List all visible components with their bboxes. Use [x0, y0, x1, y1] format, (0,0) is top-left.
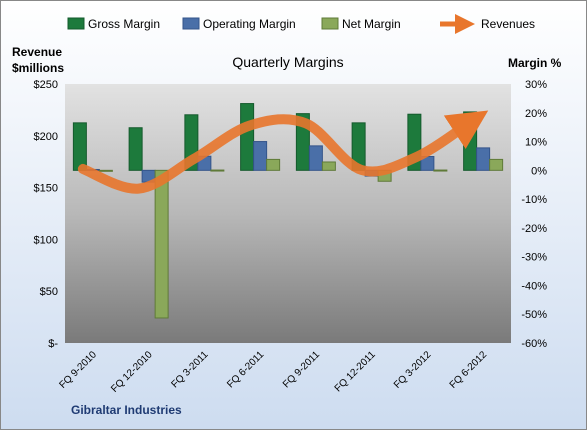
legend: Gross Margin Operating Margin Net Margin… — [67, 14, 535, 34]
left-tick-label: $50 — [40, 286, 58, 298]
right-tick-label: 20% — [525, 108, 547, 120]
bar-gross-margin — [240, 103, 255, 171]
bar-net-margin — [154, 169, 169, 319]
left-axis-title-line2: $millions — [12, 61, 64, 75]
right-tick-label: 30% — [525, 79, 547, 91]
right-tick-label: -30% — [521, 252, 547, 264]
legend-swatch-gross-margin — [67, 17, 85, 30]
legend-swatch-operating-margin — [182, 17, 200, 30]
left-axis-title-line1: Revenue — [12, 45, 62, 59]
legend-label-gross-margin: Gross Margin — [88, 17, 160, 31]
right-tick-label: -40% — [521, 280, 547, 292]
right-axis-ticks: -60% -50% -40% -30% -20% -10% 0% 10% 20% 30% — [521, 79, 547, 350]
legend-label-net-margin: Net Margin — [342, 17, 401, 31]
bar-net-margin — [210, 169, 225, 172]
left-tick-label: $- — [48, 338, 58, 350]
bar-group — [72, 103, 504, 319]
bar-gross-margin — [128, 127, 143, 171]
bar-operating-margin — [476, 147, 491, 171]
legend-label-operating-margin: Operating Margin — [203, 17, 296, 31]
revenue-line-group — [77, 110, 489, 194]
right-tick-label: 10% — [525, 137, 547, 149]
left-axis-ticks: $- $50 $100 $150 $200 $250 — [34, 79, 59, 350]
bar-net-margin — [489, 158, 504, 171]
revenues-line — [77, 110, 489, 194]
right-tick-label: -50% — [521, 309, 547, 321]
right-tick-label: -60% — [521, 338, 547, 350]
bar-gross-margin — [72, 122, 87, 171]
right-tick-label: -20% — [521, 223, 547, 235]
bar-net-margin — [98, 169, 113, 172]
left-tick-label: $150 — [34, 183, 58, 195]
left-tick-label: $200 — [34, 131, 58, 143]
left-tick-label: $250 — [34, 79, 58, 91]
bar-operating-margin — [253, 141, 268, 171]
bar-net-margin — [321, 161, 336, 171]
right-tick-label: 0% — [531, 165, 547, 177]
plot-area — [65, 84, 511, 343]
chart-title: Quarterly Margins — [232, 54, 343, 70]
company-label: Gibraltar Industries — [71, 403, 182, 417]
legend-swatch-net-margin — [321, 17, 339, 30]
left-tick-label: $100 — [34, 234, 58, 246]
right-axis-title: Margin % — [508, 56, 562, 70]
bar-operating-margin — [308, 145, 323, 171]
legend-label-revenues: Revenues — [481, 17, 535, 31]
right-tick-label: -10% — [521, 194, 547, 206]
bar-net-margin — [266, 158, 281, 171]
bar-net-margin — [433, 169, 448, 172]
